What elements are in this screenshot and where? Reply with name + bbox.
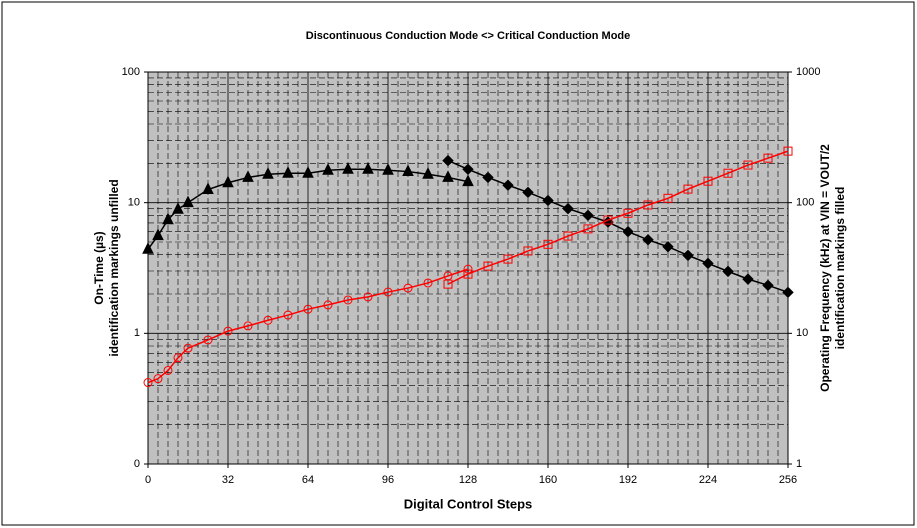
marker (322, 163, 334, 175)
marker (153, 374, 163, 384)
x-tick-label: 256 (779, 474, 797, 486)
marker (603, 215, 613, 225)
x-tick-label: 160 (539, 474, 557, 486)
marker (482, 171, 494, 184)
y2-axis-title: identification markings filled (833, 187, 847, 350)
marker (303, 304, 313, 314)
marker (722, 265, 734, 278)
y2-tick-label: 100 (796, 197, 814, 209)
marker (623, 208, 633, 218)
marker (522, 186, 534, 199)
x-tick-label: 96 (382, 474, 394, 486)
chart-title: Discontinuous Conduction Mode <> Critica… (306, 30, 631, 42)
marker (643, 200, 653, 210)
marker (703, 176, 713, 186)
marker (762, 279, 774, 292)
marker (642, 234, 654, 246)
marker (723, 168, 733, 178)
marker (743, 160, 753, 170)
marker (483, 261, 493, 271)
x-tick-label: 224 (699, 474, 717, 486)
marker (563, 231, 573, 241)
marker (173, 353, 183, 363)
marker (422, 167, 434, 179)
marker (582, 209, 594, 222)
marker (443, 279, 453, 289)
marker (382, 163, 394, 175)
marker (172, 202, 184, 214)
marker (142, 242, 154, 254)
marker (543, 239, 553, 249)
marker (282, 166, 294, 178)
marker (383, 287, 393, 297)
marker (403, 283, 413, 293)
x-tick-label: 0 (145, 474, 151, 486)
series-line (447, 150, 789, 285)
marker (263, 315, 273, 325)
marker (683, 184, 693, 194)
marker (503, 254, 513, 264)
marker (662, 241, 674, 253)
marker (763, 153, 773, 163)
x-tick-label: 32 (222, 474, 234, 486)
marker (162, 212, 174, 225)
marker (182, 195, 194, 208)
x-axis-title: Digital Control Steps (404, 496, 533, 511)
y2-tick-label: 10 (796, 327, 808, 339)
y-axis-title: identification markings unfilled (107, 179, 121, 356)
marker (442, 154, 454, 167)
y-tick-label: 0 (134, 458, 140, 470)
marker (222, 175, 234, 188)
marker (152, 228, 164, 241)
marker (583, 224, 593, 234)
marker (262, 167, 274, 179)
marker (323, 300, 333, 310)
y-tick-label: 1 (134, 327, 140, 339)
marker (242, 170, 254, 182)
marker (542, 194, 554, 207)
y2-axis-title: Operating Frequency (kHz) at VIN = VOUT/… (818, 144, 832, 392)
marker (463, 269, 473, 279)
marker (163, 365, 173, 375)
marker (463, 264, 473, 274)
marker (423, 278, 433, 288)
marker (143, 378, 153, 388)
marker (783, 146, 793, 156)
x-tick-label: 64 (302, 474, 314, 486)
marker (343, 295, 353, 305)
marker (742, 273, 754, 285)
marker (462, 163, 474, 176)
marker (362, 162, 374, 174)
marker (243, 321, 253, 331)
y-tick-label: 100 (122, 66, 140, 78)
marker (402, 164, 414, 177)
series-line (147, 268, 469, 384)
marker (442, 170, 454, 182)
marker (663, 193, 673, 203)
marker (782, 286, 794, 299)
marker (562, 202, 574, 215)
x-tick-label: 128 (459, 474, 477, 486)
marker (342, 162, 354, 174)
y2-tick-label: 1000 (796, 66, 820, 78)
x-tick-label: 192 (619, 474, 637, 486)
marker (183, 343, 193, 353)
y-tick-label: 10 (128, 197, 140, 209)
y-axis-title: On-Time (µs) (92, 231, 106, 304)
marker (283, 310, 293, 320)
marker (702, 257, 714, 270)
marker (302, 166, 314, 178)
marker (462, 174, 474, 187)
marker (203, 335, 213, 345)
marker (223, 326, 233, 336)
marker (202, 182, 214, 195)
marker (363, 292, 373, 302)
marker (523, 246, 533, 256)
y2-tick-label: 1 (796, 458, 802, 470)
marker (502, 179, 514, 191)
marker (682, 249, 694, 262)
marker (622, 225, 634, 238)
